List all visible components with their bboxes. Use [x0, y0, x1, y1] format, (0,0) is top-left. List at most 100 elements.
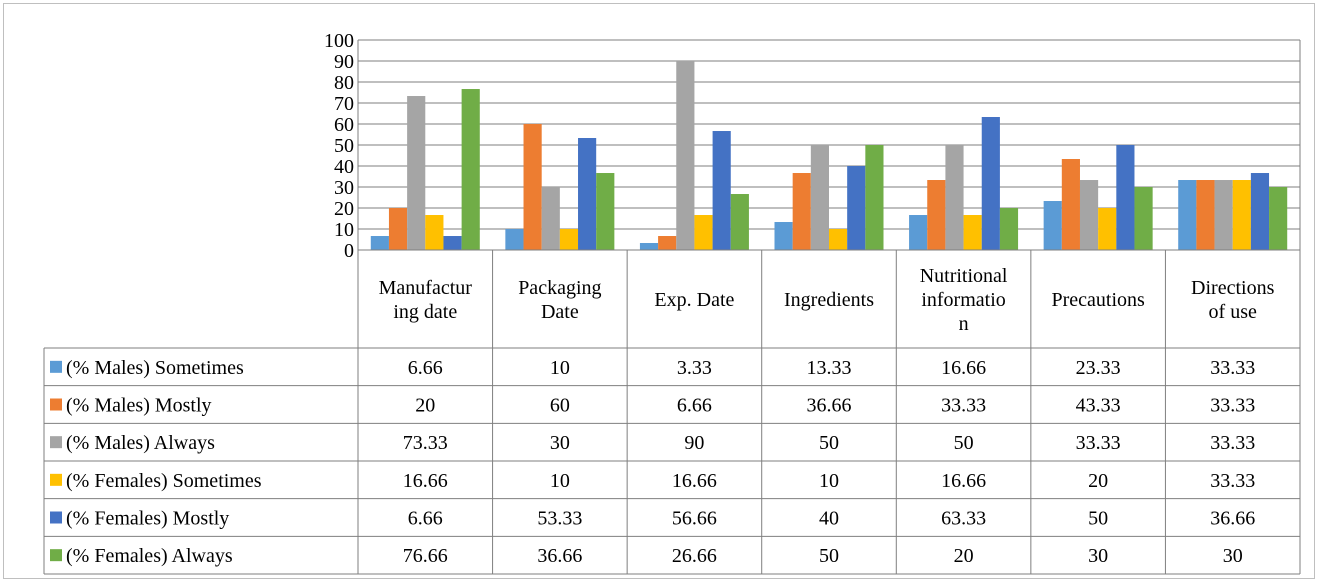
- y-tick-label: 40: [334, 156, 354, 178]
- table-cell-value: 50: [954, 432, 974, 454]
- table-cell-value: 16.66: [941, 470, 986, 492]
- bar: [1196, 180, 1215, 250]
- bar: [461, 89, 480, 250]
- table-cell-value: 6.66: [677, 395, 712, 417]
- table-cell-value: 33.33: [1076, 432, 1121, 454]
- y-tick-label: 80: [334, 72, 354, 94]
- bar: [639, 243, 659, 250]
- category-label: ing date: [393, 301, 457, 323]
- bar: [1043, 201, 1062, 250]
- y-tick-label: 90: [334, 51, 354, 73]
- table-cell-value: 56.66: [672, 508, 717, 530]
- y-tick-label: 20: [334, 198, 354, 220]
- y-tick-label: 10: [334, 219, 354, 241]
- table-cell-value: 30: [550, 432, 570, 454]
- legend-label: (% Females) Always: [66, 545, 233, 567]
- table-cell-value: 90: [684, 432, 704, 454]
- bar: [865, 145, 884, 250]
- bar: [999, 208, 1019, 250]
- table-cell-value: 16.66: [403, 470, 448, 492]
- legend-key: [50, 436, 62, 449]
- category-label: Exp. Date: [654, 289, 734, 311]
- bar: [596, 173, 615, 250]
- table-cell-value: 33.33: [941, 395, 986, 417]
- bar: [927, 180, 946, 250]
- bar: [443, 236, 462, 250]
- legend-label: (% Males) Always: [66, 432, 215, 454]
- table-cell-value: 33.33: [1210, 432, 1255, 454]
- table-cell-value: 50: [819, 545, 839, 567]
- table-cell-value: 30: [1088, 545, 1108, 567]
- category-label: informatio: [921, 289, 1005, 311]
- bar: [407, 96, 426, 250]
- table-cell-value: 30: [1223, 545, 1243, 567]
- bar: [370, 236, 389, 250]
- bar: [541, 187, 560, 250]
- table-cell-value: 6.66: [408, 508, 443, 530]
- table-cell-value: 16.66: [941, 357, 986, 379]
- y-tick-label: 30: [334, 177, 354, 199]
- bar: [505, 229, 524, 250]
- legend-key: [50, 360, 62, 373]
- table-cell-value: 26.66: [672, 545, 717, 567]
- category-label: n: [959, 313, 969, 335]
- legend-key: [50, 511, 62, 524]
- bar: [559, 229, 579, 250]
- category-label: Manufactur: [379, 277, 473, 299]
- table-cell-value: 60: [550, 395, 570, 417]
- category-label: of use: [1209, 301, 1257, 323]
- table-cell-value: 50: [1088, 508, 1108, 530]
- bar: [578, 138, 597, 250]
- bar: [810, 145, 829, 250]
- table-cell-value: 3.33: [677, 357, 712, 379]
- y-tick-label: 60: [334, 114, 354, 136]
- y-tick-label: 50: [334, 135, 354, 157]
- table-cell-value: 33.33: [1210, 470, 1255, 492]
- bar: [712, 131, 731, 250]
- bar: [1079, 180, 1099, 250]
- bar: [792, 173, 811, 250]
- table-cell-value: 23.33: [1076, 357, 1121, 379]
- bar: [694, 215, 713, 250]
- chart-frame: [3, 3, 1315, 579]
- y-tick-label: 70: [334, 93, 354, 115]
- table-cell-value: 20: [1088, 470, 1108, 492]
- bar: [1178, 180, 1197, 250]
- bar: [847, 166, 866, 250]
- table-cell-value: 63.33: [941, 508, 986, 530]
- legend-key: [50, 549, 62, 562]
- table-cell-value: 10: [550, 357, 570, 379]
- bar: [945, 145, 964, 250]
- bar: [1134, 187, 1153, 250]
- table-cell-value: 73.33: [403, 432, 448, 454]
- bar: [1214, 180, 1233, 250]
- table-cell-value: 6.66: [408, 357, 443, 379]
- table-cell-value: 76.66: [403, 545, 448, 567]
- bar: [425, 215, 444, 250]
- bar: [774, 222, 793, 250]
- legend-key: [50, 398, 62, 411]
- legend-label: (% Females) Sometimes: [66, 470, 262, 492]
- bar: [963, 215, 982, 250]
- bar: [388, 208, 408, 250]
- bar: [523, 124, 542, 250]
- bar: [1061, 159, 1080, 250]
- bar: [676, 61, 695, 250]
- bar: [1098, 208, 1117, 250]
- category-label: Ingredients: [784, 289, 874, 311]
- table-cell-value: 50: [819, 432, 839, 454]
- table-cell-value: 43.33: [1076, 395, 1121, 417]
- category-label: Precautions: [1051, 289, 1145, 311]
- y-tick-label: 0: [344, 240, 354, 262]
- legend-label: (% Females) Mostly: [66, 508, 229, 530]
- bar: [1269, 187, 1288, 250]
- legend-key: [50, 473, 62, 486]
- legend-label: (% Males) Mostly: [66, 395, 212, 417]
- bar: [1232, 180, 1251, 250]
- legend-label: (% Males) Sometimes: [66, 357, 244, 379]
- category-label: Packaging: [518, 277, 601, 299]
- table-cell-value: 36.66: [1210, 508, 1255, 530]
- table-cell-value: 13.33: [807, 357, 852, 379]
- bar: [1116, 145, 1135, 250]
